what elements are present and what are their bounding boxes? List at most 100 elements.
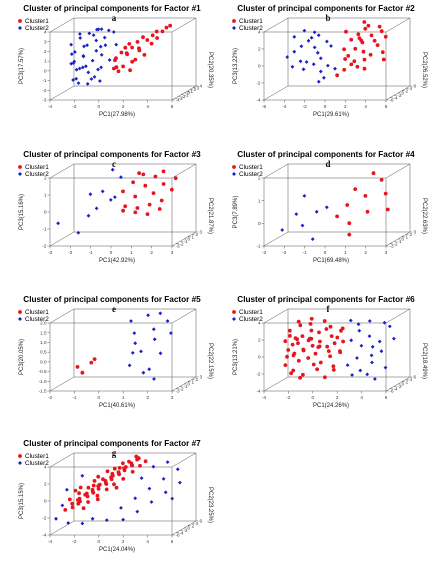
y-tick-label: 4 bbox=[44, 30, 47, 35]
y-tick-label: 0 bbox=[44, 68, 47, 73]
cluster1-point bbox=[366, 23, 371, 28]
cluster1-point bbox=[385, 207, 390, 212]
cluster2-point bbox=[54, 516, 58, 521]
cluster1-point bbox=[121, 64, 125, 69]
z-tick-label: 1 bbox=[192, 234, 195, 239]
cluster1-point bbox=[296, 358, 301, 363]
x-tick-label: 1 bbox=[344, 250, 347, 255]
cluster1-point bbox=[346, 54, 351, 58]
x-tick-label: -4 bbox=[262, 395, 267, 400]
cluster1-point bbox=[383, 34, 388, 39]
z-tick-label: 2 bbox=[196, 377, 199, 382]
cluster1-point bbox=[291, 368, 296, 373]
cluster2-point bbox=[56, 221, 60, 226]
legend-label: Cluster2 bbox=[239, 171, 263, 178]
box-edge bbox=[263, 163, 289, 179]
cluster1-point bbox=[123, 465, 128, 469]
x-tick-label: 0 bbox=[324, 250, 327, 255]
y-axis-label: PC3(15.15%) bbox=[19, 483, 25, 519]
cluster1-point bbox=[311, 362, 316, 367]
y-tick-label: -1 bbox=[42, 227, 47, 232]
cluster2-point bbox=[304, 60, 309, 64]
cluster1-point bbox=[91, 483, 96, 488]
cluster2-point bbox=[314, 209, 319, 214]
cluster2-point bbox=[315, 50, 320, 55]
cluster1-point bbox=[73, 488, 78, 493]
y-tick-label: -2 bbox=[42, 516, 47, 521]
cluster1-point bbox=[308, 322, 313, 326]
cluster2-point bbox=[80, 65, 85, 70]
cluster2-point bbox=[92, 75, 97, 79]
cluster1-point bbox=[309, 336, 314, 341]
box-edge bbox=[49, 452, 75, 468]
x-tick-label: -2 bbox=[286, 395, 291, 400]
cluster1-point bbox=[154, 29, 159, 34]
y-axis-label: PC3(13.22%) bbox=[233, 48, 239, 84]
legend-marker-cluster2 bbox=[18, 26, 22, 30]
box-edge bbox=[49, 376, 75, 392]
cluster1-point bbox=[67, 497, 72, 502]
cluster1-point bbox=[349, 62, 354, 67]
cluster1-point bbox=[85, 494, 90, 499]
cluster1-point bbox=[338, 350, 343, 355]
z-tick-label: -4 bbox=[394, 95, 399, 100]
cluster1-point bbox=[78, 485, 83, 490]
cluster1-point bbox=[92, 479, 97, 483]
z-tick-label: 2 bbox=[406, 379, 409, 384]
cluster1-point bbox=[381, 57, 386, 62]
cluster2-point bbox=[161, 477, 166, 481]
z-tick-label: -4 bbox=[176, 98, 181, 103]
y-tick-label: -0.5 bbox=[39, 369, 47, 374]
x-tick-label: 6 bbox=[385, 104, 388, 109]
cluster1-point bbox=[141, 172, 146, 177]
cluster2-point bbox=[158, 311, 163, 316]
cluster2-point bbox=[309, 35, 314, 40]
cluster1-point bbox=[80, 370, 85, 375]
cluster2-point bbox=[358, 368, 363, 373]
y-tick-label: 1 bbox=[44, 193, 47, 198]
cluster2-point bbox=[365, 372, 370, 377]
cluster2-point bbox=[94, 38, 99, 43]
x-tick-label: -2 bbox=[48, 395, 53, 400]
z-tick-label: -3 bbox=[176, 244, 181, 249]
cluster2-point bbox=[298, 59, 303, 64]
z-tick-label: 2 bbox=[410, 232, 413, 237]
cluster1-point bbox=[318, 339, 322, 344]
cluster1-point bbox=[133, 57, 138, 62]
cluster2-point bbox=[350, 373, 354, 377]
cluster2-point bbox=[90, 58, 95, 63]
cluster2-point bbox=[165, 319, 170, 323]
legend-marker-cluster2 bbox=[232, 172, 236, 176]
cluster1-point bbox=[362, 57, 367, 62]
z-tick-label: -2 bbox=[394, 241, 399, 246]
y-tick-label: -4 bbox=[256, 389, 261, 394]
cluster1-point bbox=[342, 67, 347, 72]
cluster2-point bbox=[326, 63, 330, 68]
cluster1-point bbox=[325, 344, 330, 349]
y-tick-label: 4 bbox=[44, 465, 47, 470]
cluster2-point bbox=[382, 320, 387, 325]
cluster2-point bbox=[369, 353, 374, 358]
cluster1-point bbox=[315, 367, 319, 372]
cluster2-point bbox=[147, 486, 152, 491]
cluster1-point bbox=[110, 471, 115, 476]
cluster1-point bbox=[344, 29, 348, 34]
cluster1-point bbox=[323, 375, 327, 380]
box-edge bbox=[171, 452, 197, 468]
z-tick-label: -3 bbox=[179, 96, 184, 101]
cluster1-point bbox=[97, 482, 102, 487]
y-tick-label: 2 bbox=[44, 49, 47, 54]
cluster1-point bbox=[169, 187, 174, 192]
chart-title: Cluster of principal components for Fact… bbox=[23, 295, 201, 304]
z-tick-label: 2 bbox=[194, 87, 197, 92]
cluster2-point bbox=[151, 327, 156, 332]
cluster2-point bbox=[290, 64, 295, 69]
legend-label: Cluster1 bbox=[239, 164, 263, 171]
cluster2-point bbox=[73, 50, 77, 54]
cluster2-point bbox=[316, 79, 321, 84]
legend-marker-cluster1 bbox=[232, 310, 236, 314]
z-tick-label: 6 bbox=[414, 84, 417, 89]
z-tick-label: 6 bbox=[200, 519, 203, 524]
cluster2-point bbox=[392, 336, 396, 341]
